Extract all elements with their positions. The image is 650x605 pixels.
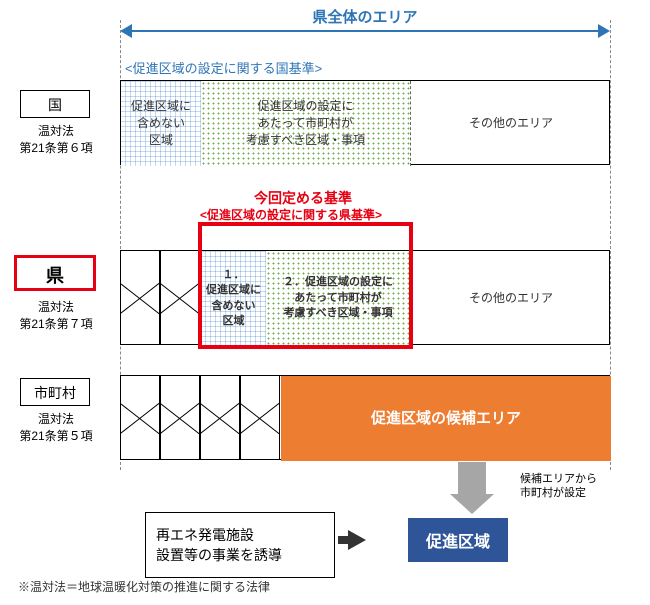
- redbox-title: 今回定める基準: [228, 188, 378, 208]
- cell: 促進区域の設定に あたって市町村が 考慮すべき区域・事項: [201, 81, 411, 166]
- footnote: ※温対法＝地球温暖化対策の推進に関する法律: [18, 578, 270, 595]
- cell: その他のエリア: [411, 251, 611, 346]
- small-note: 候補エリアから 市町村が設定: [520, 472, 597, 501]
- excluded-cell: [160, 375, 200, 460]
- excluded-cell: [120, 250, 160, 345]
- cell: その他のエリア: [411, 81, 611, 166]
- excluded-cell: [240, 375, 280, 460]
- national-standard-title: <促進区域の設定に関する国基準>: [125, 58, 322, 77]
- down-arrow: [448, 462, 496, 514]
- cell: 促進区域の候補エリア: [281, 376, 611, 461]
- row-label: 市町村: [20, 378, 90, 406]
- excluded-cell: [160, 250, 200, 345]
- top-arrow-head-right: [598, 24, 610, 38]
- row-label: 国: [20, 90, 90, 118]
- row-sublabel: 温対法 第21条第５項: [16, 410, 96, 444]
- top-arrow-head-left: [120, 24, 132, 38]
- row-sublabel: 温対法 第21条第６項: [16, 122, 96, 156]
- top-arrow-label: 県全体のエリア: [305, 6, 425, 27]
- diagram-canvas: 県全体のエリア <促進区域の設定に関する国基準> 国温対法 第21条第６項促進区域に…: [0, 0, 650, 605]
- right-arrow-shaft: [338, 536, 352, 544]
- excluded-cell: [200, 375, 240, 460]
- promotion-area-box: 促進区域: [408, 518, 508, 562]
- redbox-subtitle: <促進区域の設定に関する県基準>: [200, 206, 382, 223]
- row-sublabel: 温対法 第21条第７項: [16, 298, 96, 332]
- top-arrow-line: [128, 30, 602, 32]
- row-label: 県: [14, 255, 96, 291]
- guidance-box: 再エネ発電施設 設置等の事業を誘導: [145, 512, 335, 578]
- excluded-cell: [120, 375, 160, 460]
- row-block: 促進区域に 含めない 区域促進区域の設定に あたって市町村が 考慮すべき区域・事…: [120, 80, 610, 165]
- red-highlight-box: [198, 222, 413, 349]
- cell: 促進区域に 含めない 区域: [121, 81, 201, 166]
